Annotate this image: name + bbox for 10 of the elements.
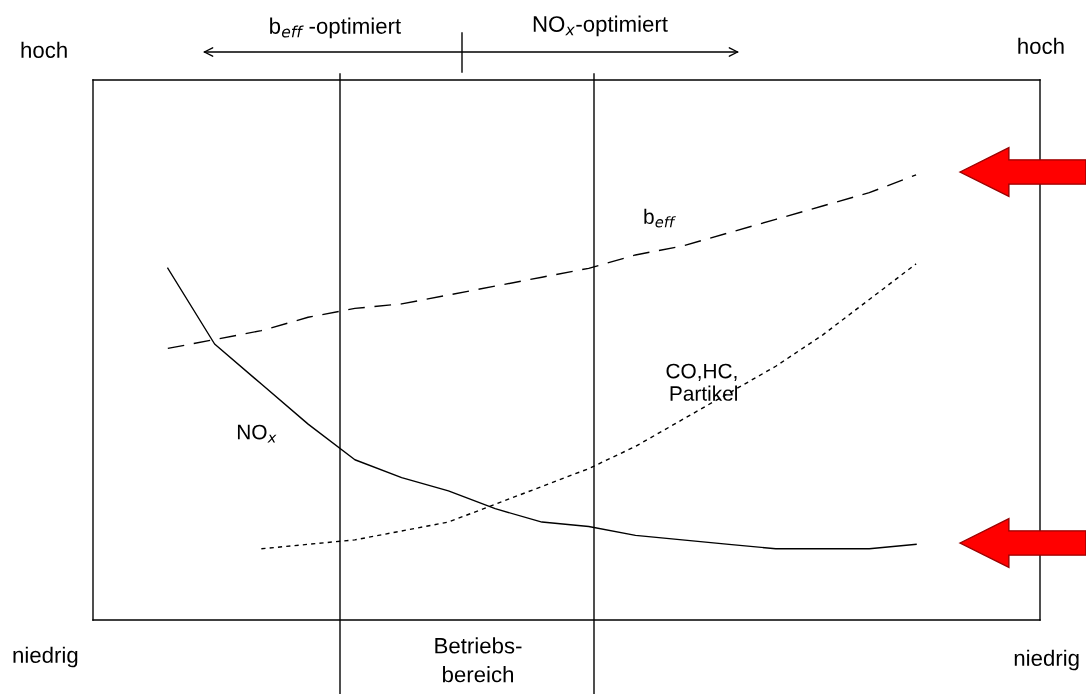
- text: niedrig: [1014, 649, 1079, 671]
- series-label: CO,HC, Partikel: [666, 363, 737, 401]
- text: NO$_{x}$-optimiert: [533, 15, 668, 37]
- series-label: NO$_{x}$: [237, 424, 277, 443]
- text: hoch: [21, 41, 67, 58]
- text: hoch: [1018, 37, 1064, 54]
- text: Betriebs- bereich: [435, 637, 522, 683]
- series-label: b$_{eff}$: [644, 208, 676, 228]
- text: niedrig: [13, 646, 78, 668]
- text: b$_{eff}$ -optimiert: [270, 17, 401, 39]
